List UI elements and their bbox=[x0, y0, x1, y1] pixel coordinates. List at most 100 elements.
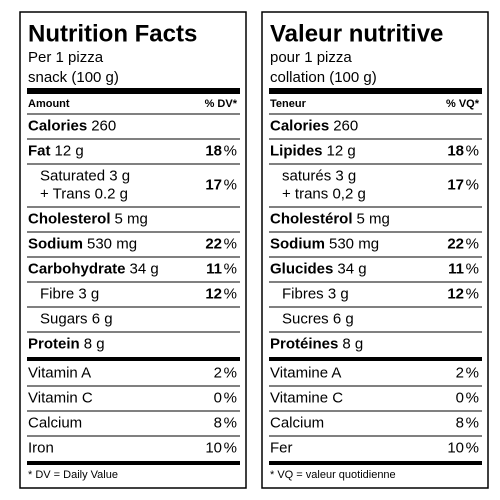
sub-nutrient: Fibres 3 g bbox=[282, 285, 349, 302]
percent-sign: % bbox=[224, 260, 237, 277]
percent-sign: % bbox=[224, 389, 237, 406]
nutrient-name: Fat bbox=[28, 142, 51, 159]
percent-sign: % bbox=[466, 364, 479, 381]
percent-sign: % bbox=[466, 142, 479, 159]
vitamin-name: Vitamine C bbox=[270, 389, 343, 406]
nutrient-amount: 8 g bbox=[342, 335, 363, 352]
thick-rule bbox=[27, 357, 240, 361]
percent-sign: % bbox=[224, 176, 237, 193]
percent-sign: % bbox=[224, 285, 237, 302]
nutrient-amount: 260 bbox=[333, 117, 358, 134]
vitamin-name: Vitamin C bbox=[28, 389, 93, 406]
thick-rule bbox=[269, 461, 482, 465]
nutrient-row: Protein 8 g bbox=[28, 335, 105, 352]
header-amount: Teneur bbox=[270, 98, 307, 110]
panel-title: Nutrition Facts bbox=[28, 20, 197, 47]
nutrient-amount: 530 mg bbox=[87, 235, 137, 252]
percent-sign: % bbox=[224, 142, 237, 159]
nutrient-amount: 12 g bbox=[327, 142, 356, 159]
daily-value: 2 bbox=[214, 364, 222, 381]
vitamin-name: Iron bbox=[28, 439, 54, 456]
sub-nutrient: saturés 3 g bbox=[282, 167, 356, 184]
sub-nutrient: Sugars 6 g bbox=[40, 310, 113, 327]
sub-nutrient: Saturated 3 g bbox=[40, 167, 130, 184]
sub-nutrient: Fibre 3 g bbox=[40, 285, 99, 302]
percent-sign: % bbox=[224, 364, 237, 381]
percent-sign: % bbox=[224, 235, 237, 252]
daily-value: 22 bbox=[447, 235, 464, 252]
vitamin-name: Vitamin A bbox=[28, 364, 91, 381]
nutrient-name: Glucides bbox=[270, 260, 333, 277]
nutrient-name: Sodium bbox=[270, 235, 325, 252]
percent-sign: % bbox=[466, 235, 479, 252]
percent-sign: % bbox=[466, 439, 479, 456]
serving-size: pour 1 pizza bbox=[270, 49, 352, 66]
percent-sign: % bbox=[224, 414, 237, 431]
nutrient-row: Calories 260 bbox=[28, 117, 116, 134]
sub-nutrient: + trans 0,2 g bbox=[282, 185, 366, 202]
nutrient-row: Cholestérol 5 mg bbox=[270, 210, 390, 227]
nutrient-row: Lipides 12 g bbox=[270, 142, 356, 159]
daily-value: 17 bbox=[205, 176, 222, 193]
nutrient-row: Glucides 34 g bbox=[270, 260, 367, 277]
nutrient-row: Sodium 530 mg bbox=[270, 235, 379, 252]
nutrient-row: Fat 12 g bbox=[28, 142, 84, 159]
nutrient-name: Carbohydrate bbox=[28, 260, 126, 277]
nutrient-amount: 5 mg bbox=[115, 210, 148, 227]
sub-nutrient: Sucres 6 g bbox=[282, 310, 354, 327]
nutrient-row: Calories 260 bbox=[270, 117, 358, 134]
vitamin-name: Calcium bbox=[270, 414, 324, 431]
footnote: * DV = Daily Value bbox=[28, 469, 118, 481]
nutrient-name: Lipides bbox=[270, 142, 323, 159]
daily-value: 18 bbox=[205, 142, 222, 159]
nutrient-amount: 34 g bbox=[337, 260, 366, 277]
sub-nutrient: + Trans 0.2 g bbox=[40, 185, 128, 202]
nutrient-row: Sodium 530 mg bbox=[28, 235, 137, 252]
nutrient-amount: 34 g bbox=[130, 260, 159, 277]
nutrient-amount: 12 g bbox=[55, 142, 84, 159]
nutrient-name: Cholesterol bbox=[28, 210, 111, 227]
header-amount: Amount bbox=[28, 98, 70, 110]
nutrient-row: Carbohydrate 34 g bbox=[28, 260, 159, 277]
nutrient-name: Calories bbox=[28, 117, 87, 134]
vitamin-name: Calcium bbox=[28, 414, 82, 431]
percent-sign: % bbox=[224, 439, 237, 456]
daily-value: 0 bbox=[214, 389, 222, 406]
nutrient-amount: 530 mg bbox=[329, 235, 379, 252]
header-dv: % VQ* bbox=[446, 98, 480, 110]
footnote: * VQ = valeur quotidienne bbox=[270, 469, 396, 481]
daily-value: 12 bbox=[447, 285, 464, 302]
percent-sign: % bbox=[466, 176, 479, 193]
nutrition-panel: Nutrition Facts Per 1 pizza snack (100 g) A… bbox=[19, 11, 247, 489]
serving-size: collation (100 g) bbox=[270, 69, 377, 86]
nutrient-name: Cholestérol bbox=[270, 210, 353, 227]
nutrient-name: Protein bbox=[28, 335, 80, 352]
panel-title: Valeur nutritive bbox=[270, 20, 443, 47]
nutrient-name: Sodium bbox=[28, 235, 83, 252]
thick-rule bbox=[269, 357, 482, 361]
nutrient-amount: 5 mg bbox=[357, 210, 390, 227]
daily-value: 17 bbox=[447, 176, 464, 193]
nutrient-amount: 8 g bbox=[84, 335, 105, 352]
daily-value: 10 bbox=[447, 439, 464, 456]
percent-sign: % bbox=[466, 389, 479, 406]
daily-value: 10 bbox=[205, 439, 222, 456]
daily-value: 11 bbox=[448, 260, 464, 277]
daily-value: 8 bbox=[214, 414, 222, 431]
nutrition-panel: Valeur nutritive pour 1 pizza collation (1… bbox=[261, 11, 489, 489]
daily-value: 2 bbox=[456, 364, 464, 381]
percent-sign: % bbox=[466, 260, 479, 277]
daily-value: 18 bbox=[447, 142, 464, 159]
thick-rule bbox=[27, 88, 240, 94]
thick-rule bbox=[27, 461, 240, 465]
daily-value: 8 bbox=[456, 414, 464, 431]
nutrient-name: Calories bbox=[270, 117, 329, 134]
percent-sign: % bbox=[466, 285, 479, 302]
vitamin-name: Vitamine A bbox=[270, 364, 341, 381]
nutrient-name: Protéines bbox=[270, 335, 338, 352]
nutrient-row: Protéines 8 g bbox=[270, 335, 363, 352]
serving-size: Per 1 pizza bbox=[28, 49, 104, 66]
thick-rule bbox=[269, 88, 482, 94]
